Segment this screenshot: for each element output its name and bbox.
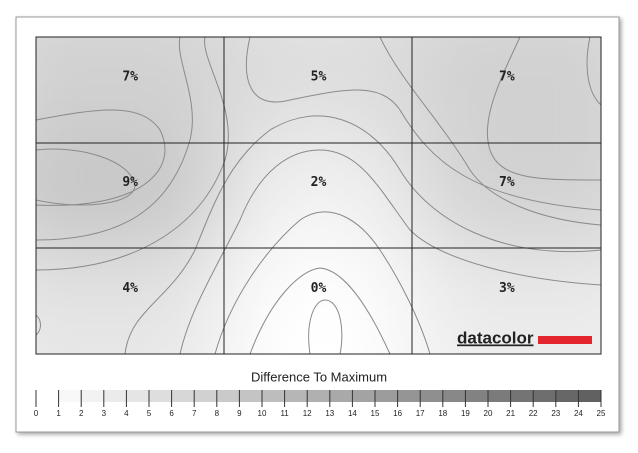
scale-title: Difference To Maximum xyxy=(251,369,387,384)
contour xyxy=(36,37,193,241)
contour xyxy=(379,37,601,226)
scale-swatch xyxy=(171,390,195,402)
scale-swatch xyxy=(194,390,217,402)
contour xyxy=(36,37,229,271)
cell-label: 7% xyxy=(122,70,138,85)
scale-swatch xyxy=(488,390,511,402)
cell-label: 3% xyxy=(499,281,515,296)
scale-swatch xyxy=(58,390,82,402)
contour xyxy=(214,211,431,354)
scale-swatch xyxy=(307,390,330,402)
scale-swatch xyxy=(578,390,601,402)
contour xyxy=(486,37,601,181)
scale-tick-label: 19 xyxy=(461,409,470,418)
scale-swatch xyxy=(103,390,127,402)
cell-label: 7% xyxy=(499,70,515,85)
scale-swatch xyxy=(81,390,104,402)
scale-tick-label: 17 xyxy=(416,409,425,418)
contour xyxy=(249,267,391,354)
contours xyxy=(36,37,601,354)
cell-label: 4% xyxy=(122,281,138,296)
scale-swatch xyxy=(397,390,421,402)
scale-tick-label: 20 xyxy=(484,409,493,418)
scale-tick-label: 6 xyxy=(169,409,174,418)
heat-layer xyxy=(36,37,601,354)
scale-tick-label: 14 xyxy=(348,409,357,418)
scale-tick-label: 8 xyxy=(215,409,220,418)
cell-label: 9% xyxy=(122,175,138,190)
scale-swatch xyxy=(442,390,466,402)
cell xyxy=(36,37,225,143)
scale-tick-label: 4 xyxy=(124,409,129,418)
scale-tick-label: 21 xyxy=(506,409,515,418)
scale-swatch xyxy=(420,390,443,402)
scale-tick-label: 18 xyxy=(438,409,447,418)
scale-swatch xyxy=(284,390,308,402)
contour xyxy=(308,299,343,354)
contour xyxy=(36,148,136,206)
scale-tick-label: 12 xyxy=(303,409,312,418)
scale-tick-label: 0 xyxy=(34,409,39,418)
scale-swatch xyxy=(216,390,240,402)
scale-tick-label: 7 xyxy=(192,409,197,418)
scale-swatch xyxy=(510,390,534,402)
brand-bar xyxy=(538,336,592,344)
cell-label: 2% xyxy=(311,175,327,190)
brand: datacolor xyxy=(457,328,534,347)
scale-swatch xyxy=(149,390,172,402)
cell xyxy=(412,142,601,249)
scale-swatch xyxy=(465,390,488,402)
scale: 0 1 2 3 4 5 6 7 8 9 10 11 12 13 14 15 16 17 18 19 20 21 22 23 24… xyxy=(34,390,606,418)
scale-tick-label: 13 xyxy=(325,409,334,418)
scale-swatch xyxy=(239,390,262,402)
scale-tick-label: 1 xyxy=(56,409,61,418)
scale-tick-label: 23 xyxy=(551,409,560,418)
heat-blur xyxy=(36,37,601,354)
scale-swatch xyxy=(329,390,353,402)
scale-swatch xyxy=(352,390,375,402)
scale-tick-label: 16 xyxy=(393,409,402,418)
scale-swatch xyxy=(126,390,149,402)
contour xyxy=(36,109,166,206)
cell-label: 7% xyxy=(499,175,515,190)
scale-swatch xyxy=(36,390,59,402)
cell-label: 5% xyxy=(311,70,327,85)
cell-label: 0% xyxy=(311,281,327,296)
scale-tick-label: 11 xyxy=(280,409,289,418)
cell xyxy=(224,142,413,249)
contour xyxy=(124,115,601,354)
scale-tick-label: 25 xyxy=(597,409,606,418)
contour xyxy=(586,37,601,106)
scale-tick-label: 24 xyxy=(574,409,583,418)
scale-tick-label: 9 xyxy=(237,409,242,418)
contour xyxy=(245,37,601,211)
scale-tick-label: 15 xyxy=(371,409,380,418)
scale-tick-label: 5 xyxy=(147,409,152,418)
cell xyxy=(412,37,601,143)
grid xyxy=(35,36,602,355)
plot-frame xyxy=(35,36,602,355)
cell xyxy=(36,142,225,249)
scale-swatch xyxy=(555,390,579,402)
scale-swatch xyxy=(262,390,285,402)
cell xyxy=(224,37,413,143)
contour xyxy=(36,314,41,336)
scale-swatch xyxy=(533,390,556,402)
cell xyxy=(36,248,225,354)
scale-tick-label: 10 xyxy=(258,409,267,418)
scale-tick-label: 3 xyxy=(102,409,107,418)
contour xyxy=(179,149,601,354)
scale-tick-label: 22 xyxy=(529,409,538,418)
scale-swatch xyxy=(375,390,398,402)
scale-tick-label: 2 xyxy=(79,409,84,418)
